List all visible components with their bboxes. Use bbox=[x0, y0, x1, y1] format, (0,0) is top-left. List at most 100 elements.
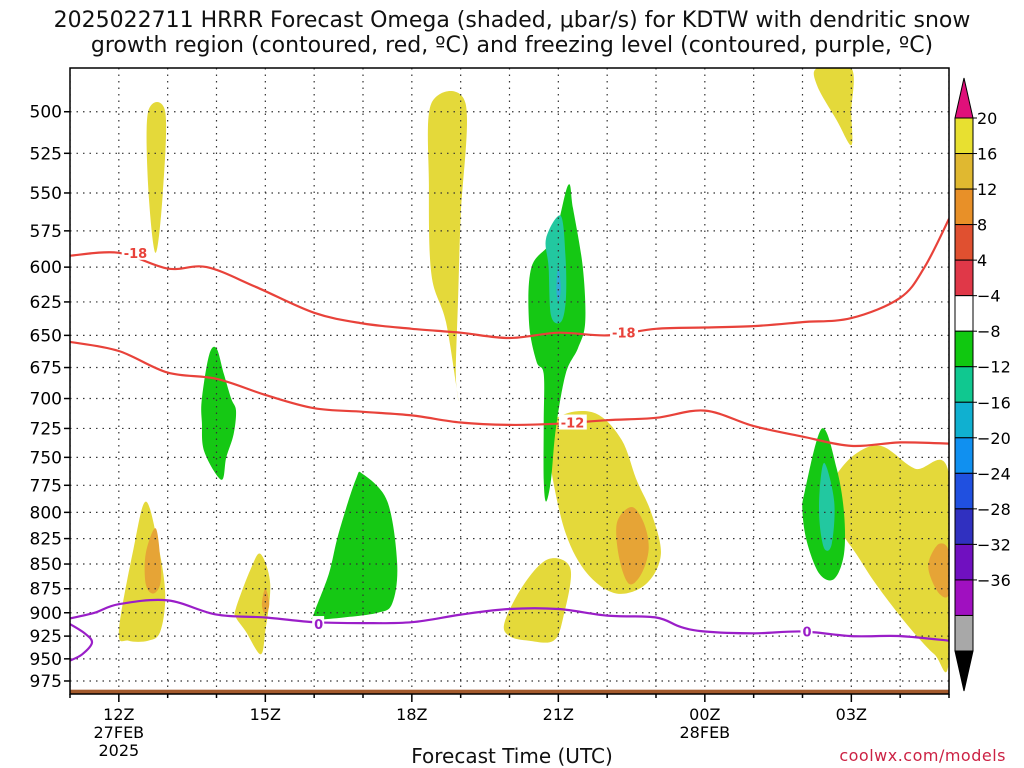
y-tick-label: 775 bbox=[30, 476, 62, 496]
y-tick-label: 725 bbox=[30, 419, 62, 439]
omega-shading bbox=[118, 68, 949, 673]
contour-line bbox=[70, 623, 94, 662]
contour-label: -18 bbox=[612, 327, 636, 342]
x-tick-label: 00Z bbox=[689, 705, 720, 724]
y-tick-label: 850 bbox=[30, 555, 62, 575]
contour-label: -18 bbox=[124, 247, 148, 262]
colorbar-swatch bbox=[954, 366, 974, 403]
colorbar-label: −24 bbox=[977, 464, 1011, 483]
contour-label-bg bbox=[800, 623, 813, 639]
contour-label: 0 bbox=[314, 618, 323, 633]
colorbar-swatch bbox=[954, 437, 974, 474]
omega-region bbox=[503, 558, 572, 643]
colorbar-swatch bbox=[954, 224, 974, 261]
colorbar: 20 16 12 8 4 −4 −8 −12 −16 −20 −24 −28 −32 −36 bbox=[954, 77, 1011, 692]
colorbar-swatch bbox=[954, 117, 974, 155]
chart-title: 2025022711 HRRR Forecast Omega (shaded, … bbox=[53, 8, 971, 58]
y-tick-label: 575 bbox=[30, 222, 62, 242]
colorbar-swatch bbox=[954, 153, 974, 190]
y-tick-label: 500 bbox=[30, 103, 62, 123]
y-tick-label: 875 bbox=[30, 580, 62, 600]
y-tick-label: 975 bbox=[30, 672, 62, 692]
x-tick-label: 21Z bbox=[543, 705, 574, 724]
grid-lines bbox=[70, 68, 949, 694]
colorbar-label: 12 bbox=[977, 180, 997, 199]
y-tick-label: 825 bbox=[30, 530, 62, 550]
y-tick-label: 650 bbox=[30, 326, 62, 346]
y-tick-label: 700 bbox=[30, 390, 62, 410]
contour-label: -12 bbox=[561, 417, 585, 432]
colorbar-label: −12 bbox=[977, 358, 1011, 377]
y-tick-label: 625 bbox=[30, 293, 62, 313]
colorbar-label: −16 bbox=[977, 393, 1011, 412]
omega-region bbox=[616, 507, 649, 585]
y-tick-label: 550 bbox=[30, 184, 62, 204]
contour-label: 0 bbox=[803, 625, 812, 640]
colorbar-bottom-arrow bbox=[954, 650, 974, 692]
x-tick-label: 27FEB bbox=[94, 723, 145, 742]
colorbar-label: −36 bbox=[977, 571, 1011, 590]
x-tick-label: 12Z bbox=[103, 705, 134, 724]
colorbar-label: −32 bbox=[977, 535, 1011, 554]
omega-region bbox=[528, 184, 586, 502]
omega-region bbox=[311, 471, 398, 620]
omega-region bbox=[824, 445, 949, 673]
contour-label-bg bbox=[610, 324, 639, 340]
contour-line bbox=[70, 340, 949, 448]
terrain-band bbox=[70, 689, 949, 694]
y-tick-label: 925 bbox=[30, 627, 62, 647]
colorbar-swatch bbox=[954, 259, 974, 297]
omega-region bbox=[545, 215, 567, 324]
credit-text: coolwx.com/models bbox=[839, 746, 1006, 765]
omega-region bbox=[144, 528, 162, 594]
omega-region bbox=[201, 346, 237, 480]
x-axis-label: Forecast Time (UTC) bbox=[411, 744, 613, 768]
contour-labels: -18 -18 -12 0 0 bbox=[121, 244, 813, 640]
y-tick-label: 750 bbox=[30, 448, 62, 468]
y-tick-label: 900 bbox=[30, 604, 62, 624]
colorbar-label: −28 bbox=[977, 500, 1011, 519]
x-tick-label: 03Z bbox=[836, 705, 867, 724]
colorbar-swatch bbox=[954, 543, 974, 581]
y-tick-label: 525 bbox=[30, 144, 62, 164]
x-tick-label: 28FEB bbox=[680, 723, 731, 742]
y-tick-label: 600 bbox=[30, 258, 62, 278]
colorbar-top-arrow bbox=[954, 77, 974, 119]
colorbar-label: 8 bbox=[977, 216, 987, 235]
contour-line bbox=[70, 218, 949, 340]
x-tick-label: 15Z bbox=[250, 705, 281, 724]
colorbar-label: −4 bbox=[977, 287, 1001, 306]
y-tick-label: 800 bbox=[30, 503, 62, 523]
terrain-fill bbox=[70, 689, 949, 694]
omega-region bbox=[427, 90, 468, 401]
y-tick-label: 675 bbox=[30, 359, 62, 379]
colorbar-swatch bbox=[954, 579, 974, 616]
colorbar-swatch bbox=[954, 508, 974, 545]
contour-label-bg bbox=[121, 244, 150, 260]
colorbar-label: −8 bbox=[977, 322, 1001, 341]
y-axis: 500 525 550 575 600 625 650 675 700 725 750 775 800 8… bbox=[30, 103, 70, 692]
contour-label-bg bbox=[312, 616, 325, 632]
omega-region bbox=[928, 543, 949, 598]
contour-label-bg bbox=[558, 414, 587, 430]
omega-region bbox=[234, 553, 271, 655]
omega-region bbox=[556, 267, 561, 302]
omega-region bbox=[146, 102, 167, 253]
omega-region bbox=[813, 68, 854, 146]
colorbar-swatch bbox=[954, 188, 974, 226]
colorbar-label: 16 bbox=[977, 145, 997, 164]
y-tick-label: 950 bbox=[30, 650, 62, 670]
colorbar-swatch bbox=[954, 401, 974, 439]
colorbar-label: 20 bbox=[977, 109, 997, 128]
colorbar-swatch bbox=[954, 330, 974, 368]
x-tick-label: 2025 bbox=[98, 741, 139, 760]
contour-line bbox=[70, 598, 949, 642]
colorbar-swatch bbox=[954, 472, 974, 510]
contour-lines bbox=[70, 218, 949, 662]
colorbar-label: 4 bbox=[977, 251, 987, 270]
x-tick-label: 18Z bbox=[396, 705, 427, 724]
colorbar-label: −20 bbox=[977, 429, 1011, 448]
colorbar-swatch bbox=[954, 614, 974, 652]
